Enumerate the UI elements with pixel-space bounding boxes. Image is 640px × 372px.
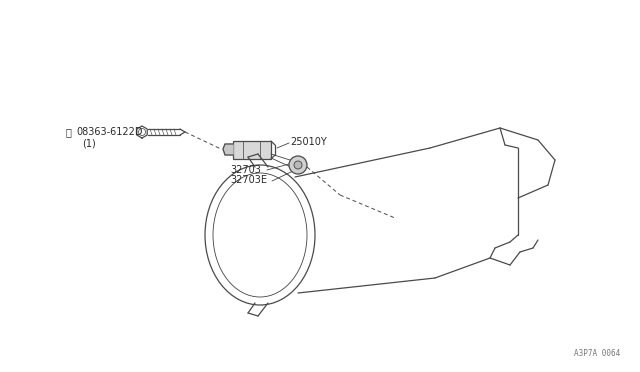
Text: 32703E: 32703E (230, 175, 267, 185)
Bar (233, 141, 271, 159)
Polygon shape (223, 144, 233, 155)
Text: A3P7A 0064: A3P7A 0064 (573, 349, 620, 358)
Circle shape (294, 161, 302, 169)
Text: 32703: 32703 (230, 165, 261, 175)
Text: (1): (1) (82, 138, 96, 148)
Text: 25010Y: 25010Y (290, 137, 327, 147)
Text: 08363-6122D: 08363-6122D (76, 127, 143, 137)
Circle shape (289, 156, 307, 174)
Text: Ⓢ: Ⓢ (65, 127, 71, 137)
